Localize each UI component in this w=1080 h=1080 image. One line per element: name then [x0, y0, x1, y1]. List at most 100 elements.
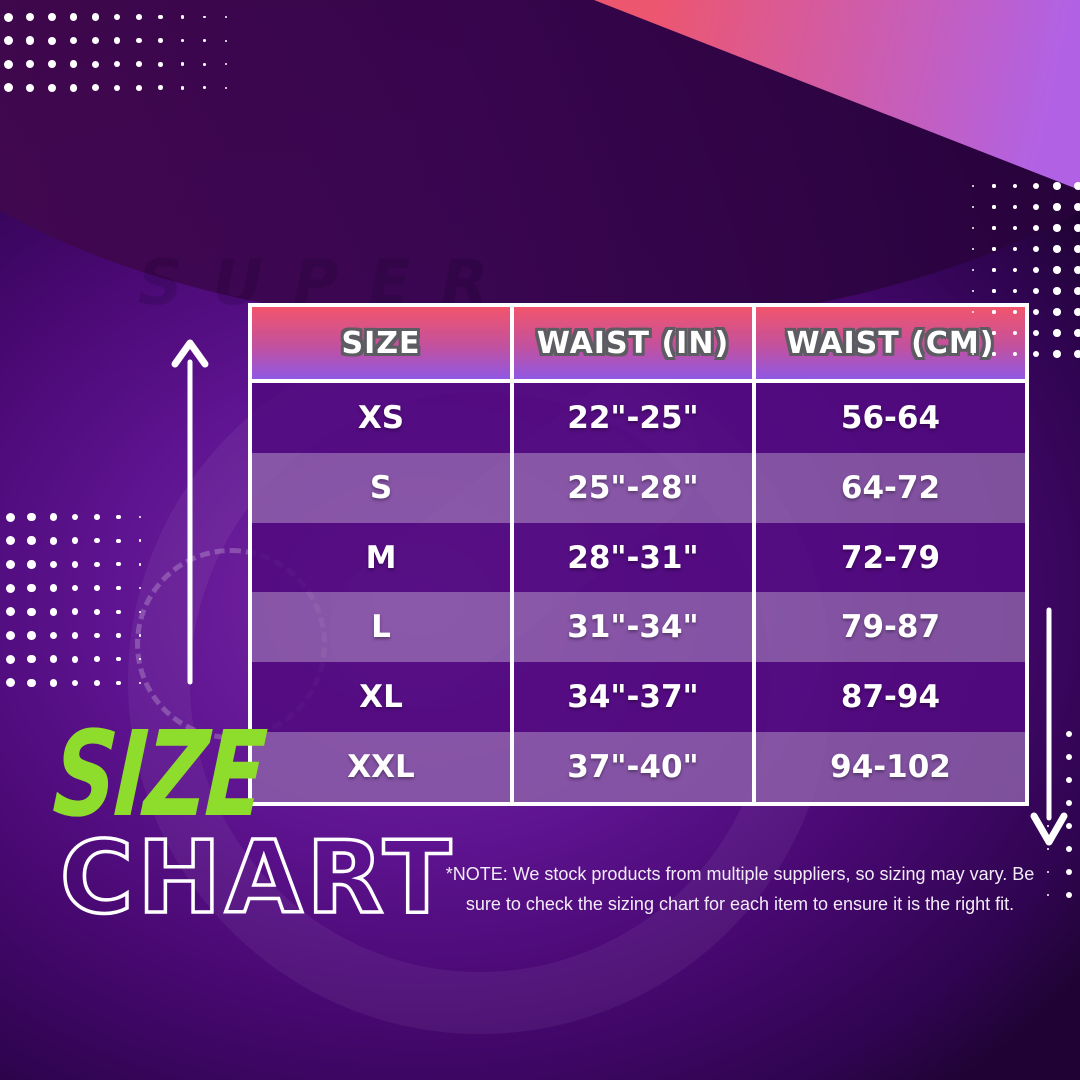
dot — [5, 678, 15, 688]
dot — [116, 538, 121, 543]
value-cell: 56-64 — [840, 399, 941, 436]
dot — [1073, 328, 1080, 338]
dot — [1046, 847, 1050, 851]
value-cell: 22"-25" — [514, 383, 756, 453]
dot — [116, 562, 121, 567]
dot — [71, 632, 79, 639]
down-arrow-icon — [1030, 607, 1068, 846]
sizing-note-line1: *NOTE: We stock products from multiple s… — [445, 864, 1035, 884]
dot — [71, 513, 79, 521]
dot — [94, 609, 100, 615]
dot — [27, 607, 36, 617]
dot — [116, 514, 121, 520]
value-cell: 64-72 — [840, 469, 941, 506]
dot — [5, 512, 15, 522]
dot — [5, 536, 15, 546]
dot — [71, 608, 79, 616]
dot — [1053, 308, 1061, 316]
dot — [49, 560, 58, 569]
dot — [5, 559, 15, 569]
dot — [49, 679, 58, 687]
dot — [27, 678, 36, 688]
dot — [27, 536, 36, 545]
dot — [138, 539, 142, 542]
dot — [1053, 266, 1061, 274]
size-table: SIZE WAIST (IN) WAIST (CM) XS 22"-25" 56-6… — [248, 303, 1029, 806]
dot — [94, 632, 100, 639]
dot — [1053, 329, 1061, 337]
title-chart: CHART — [58, 819, 456, 936]
dot — [972, 269, 974, 271]
header-waist-in: WAIST (IN) — [514, 307, 756, 379]
dot — [94, 680, 100, 686]
dot — [49, 513, 58, 521]
size-cell: M — [252, 522, 514, 593]
dot — [1066, 892, 1072, 898]
sizing-note-line2: sure to check the sizing chart for each … — [465, 893, 1015, 914]
value-cell: 37"-40" — [514, 732, 756, 802]
table-row: L 31"-34" 79-87 — [252, 592, 1025, 663]
dot — [1053, 287, 1061, 295]
value-cell: 94-102 — [830, 749, 951, 786]
value-cell: 72-79 — [840, 539, 941, 576]
dot — [116, 657, 121, 662]
dot — [1053, 350, 1061, 358]
dot — [138, 563, 142, 566]
dot — [5, 583, 15, 593]
dot — [94, 585, 100, 591]
dot — [5, 654, 15, 664]
table-row: M 28"-31" 72-79 — [252, 522, 1025, 593]
up-arrow-icon — [171, 339, 209, 685]
table-row: S 25"-28" 64-72 — [252, 452, 1025, 523]
size-cell: XL — [252, 662, 514, 733]
dot — [49, 584, 58, 592]
title-size: SIZE — [49, 705, 269, 843]
dot — [1012, 267, 1018, 273]
dot — [71, 537, 79, 545]
dot — [49, 655, 58, 664]
dot — [1033, 309, 1039, 315]
dot — [27, 583, 36, 593]
dot — [1073, 265, 1080, 275]
dot — [1033, 246, 1039, 252]
table-row: XS 22"-25" 56-64 — [252, 383, 1025, 453]
dot — [27, 512, 36, 522]
dot — [71, 584, 79, 592]
table-row: XXL 37"-40" 94-102 — [252, 732, 1025, 802]
dot — [1046, 870, 1050, 874]
dot — [972, 290, 974, 292]
table-row: XL 34"-37" 87-94 — [252, 662, 1025, 733]
dot — [71, 655, 79, 663]
dot — [1073, 286, 1080, 296]
dot — [116, 633, 121, 638]
dot — [1073, 349, 1080, 359]
dot — [1012, 288, 1018, 294]
dot — [138, 515, 142, 519]
dot — [94, 561, 100, 568]
dot — [1073, 223, 1080, 233]
size-cell: S — [252, 452, 514, 523]
dot — [49, 536, 58, 545]
dot — [71, 561, 79, 568]
table-header-row: SIZE WAIST (IN) WAIST (CM) — [252, 307, 1025, 383]
dot — [5, 631, 15, 640]
dot — [1053, 224, 1061, 232]
dot — [94, 514, 100, 520]
dot — [1012, 246, 1018, 252]
dot — [116, 680, 121, 685]
dot — [27, 560, 36, 569]
dot — [116, 609, 121, 614]
dot — [27, 654, 36, 664]
value-cell: 28"-31" — [514, 522, 756, 593]
dot — [27, 631, 36, 640]
value-cell: 25"-28" — [514, 452, 756, 523]
header-waist-cm: WAIST (CM) — [786, 325, 995, 361]
value-cell: 34"-37" — [514, 662, 756, 733]
sizing-note: *NOTE: We stock products from multiple s… — [445, 860, 1035, 919]
dot — [1046, 893, 1050, 897]
table-body: XS 22"-25" 56-64 S 25"-28" 64-72 M 28"-31" 72-79… — [252, 383, 1025, 802]
dot — [1033, 351, 1039, 357]
value-cell: 87-94 — [840, 679, 941, 716]
dot — [992, 289, 996, 293]
